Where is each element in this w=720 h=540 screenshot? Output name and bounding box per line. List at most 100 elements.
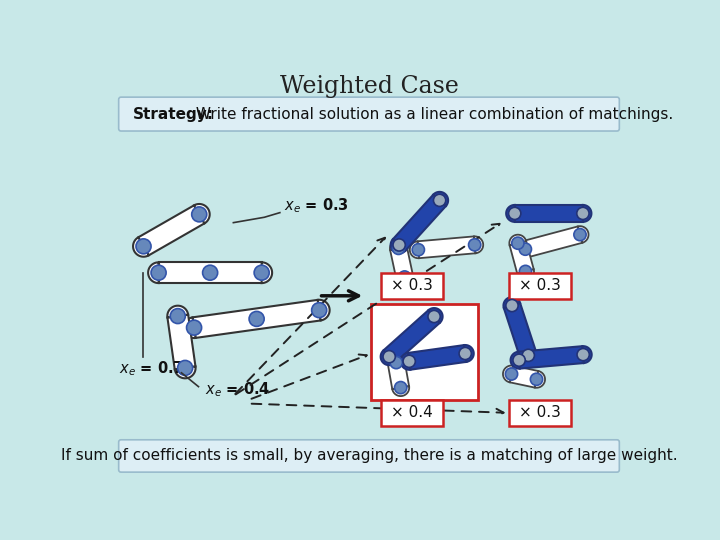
Polygon shape [390,247,413,279]
Polygon shape [418,237,475,258]
Circle shape [383,350,395,363]
Circle shape [513,354,525,366]
Circle shape [254,265,269,280]
Text: $x_e$ = 0.3: $x_e$ = 0.3 [284,197,348,215]
Circle shape [577,348,589,361]
Polygon shape [148,262,158,283]
Polygon shape [582,346,592,363]
Polygon shape [474,237,483,253]
Bar [508,273,570,299]
Polygon shape [133,237,149,256]
Polygon shape [510,352,520,369]
Polygon shape [517,241,528,258]
Polygon shape [193,300,320,338]
Polygon shape [517,269,534,280]
Polygon shape [535,371,545,388]
Polygon shape [318,300,330,320]
Text: × 0.3: × 0.3 [391,278,433,293]
Circle shape [508,207,521,219]
Polygon shape [392,386,409,396]
Circle shape [186,320,202,335]
Text: × 0.3: × 0.3 [518,278,560,293]
Polygon shape [396,275,413,286]
Polygon shape [384,310,440,363]
Circle shape [433,194,446,206]
Polygon shape [503,366,513,382]
Polygon shape [381,350,395,365]
Polygon shape [387,354,405,364]
Text: Write fractional solution as a linear combination of matchings.: Write fractional solution as a linear co… [191,106,673,122]
Polygon shape [577,226,588,243]
Circle shape [393,239,405,251]
Text: Weighted Case: Weighted Case [279,75,459,98]
Circle shape [512,237,524,249]
Polygon shape [520,353,537,364]
Polygon shape [401,353,410,370]
Circle shape [519,265,531,278]
Circle shape [395,382,407,394]
Polygon shape [175,367,196,379]
Polygon shape [138,205,204,255]
Text: × 0.3: × 0.3 [518,406,560,420]
Circle shape [403,355,415,367]
FancyBboxPatch shape [119,440,619,472]
Circle shape [392,242,405,254]
Polygon shape [408,345,467,370]
Circle shape [574,228,586,241]
Circle shape [312,303,327,318]
Circle shape [412,244,425,256]
Polygon shape [518,346,584,369]
Polygon shape [158,262,261,283]
Polygon shape [464,345,474,362]
Polygon shape [523,226,582,258]
Bar [371,303,477,400]
Polygon shape [503,297,520,308]
Circle shape [170,308,185,323]
Circle shape [519,243,531,255]
Circle shape [151,265,166,280]
Polygon shape [388,361,409,389]
Polygon shape [167,306,188,318]
Circle shape [531,373,543,386]
Circle shape [506,300,518,312]
Bar [508,400,570,426]
Polygon shape [504,303,536,358]
Circle shape [178,360,193,375]
Polygon shape [168,315,195,369]
Polygon shape [184,318,196,338]
Circle shape [249,312,264,326]
Circle shape [428,310,440,322]
Circle shape [469,239,481,251]
Circle shape [136,239,151,254]
Polygon shape [391,239,405,253]
Bar [381,273,443,299]
Polygon shape [410,241,419,258]
Polygon shape [510,241,534,274]
Polygon shape [583,205,591,222]
Text: Strategy:: Strategy: [132,106,214,122]
Circle shape [522,349,534,361]
Text: If sum of coefficients is small, by averaging, there is a matching of large weig: If sum of coefficients is small, by aver… [60,448,678,463]
Circle shape [459,347,472,360]
Polygon shape [393,194,446,251]
Text: × 0.4: × 0.4 [391,406,433,420]
Bar [381,400,443,426]
Polygon shape [510,366,539,388]
Circle shape [398,271,410,283]
Polygon shape [433,192,448,206]
Polygon shape [515,205,583,222]
Circle shape [202,265,217,280]
Circle shape [192,207,207,222]
Text: $x_e$ = 0.4: $x_e$ = 0.4 [204,380,270,399]
Polygon shape [509,235,526,245]
Polygon shape [390,240,407,250]
Text: $x_e$ = 0.7: $x_e$ = 0.7 [120,360,184,379]
Polygon shape [194,204,210,224]
Circle shape [390,356,402,369]
Polygon shape [506,205,515,222]
FancyBboxPatch shape [119,97,619,131]
Circle shape [577,207,589,219]
Polygon shape [261,262,272,283]
Circle shape [505,368,518,380]
Polygon shape [428,308,443,323]
